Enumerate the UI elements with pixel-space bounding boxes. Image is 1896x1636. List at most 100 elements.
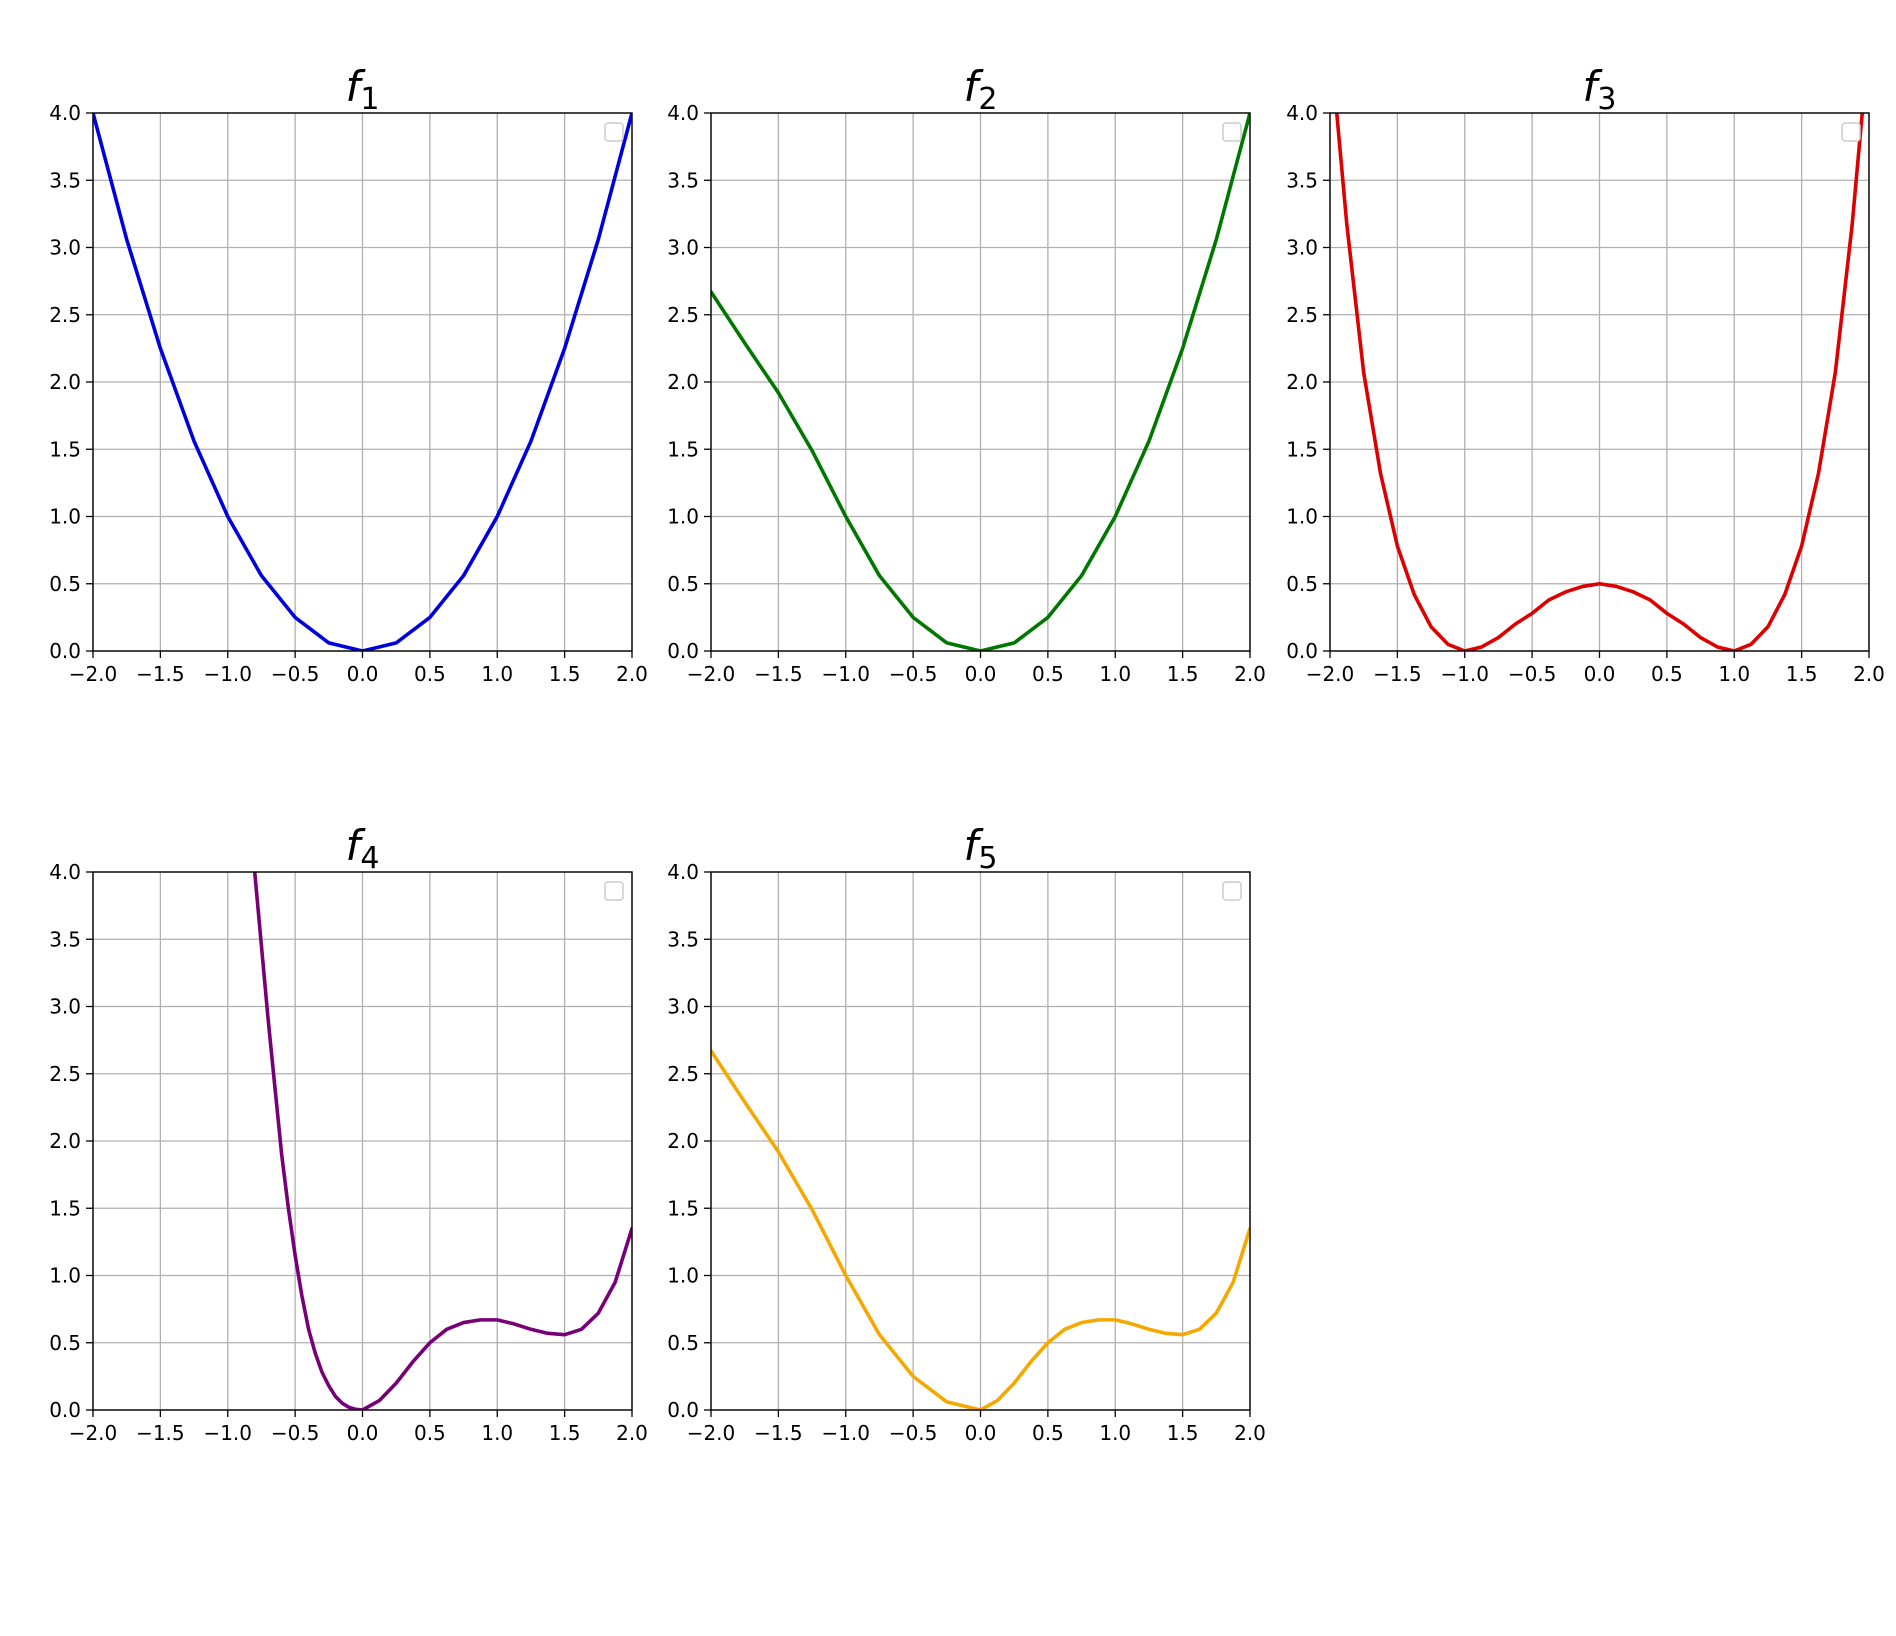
title-subscript: 4 [360, 841, 379, 876]
grid [710, 871, 1251, 1411]
x-axis: −2.0 −1.5 −1.0 −0.5 0.0 0.5 1.0 1.5 2.0 [69, 651, 648, 686]
x-axis: −2.0 −1.5 −1.0 −0.5 0.0 0.5 1.0 1.5 2.0 [69, 1410, 648, 1445]
x-tick-label: −2.0 [687, 1421, 736, 1445]
y-tick-label: 3.0 [49, 995, 81, 1019]
x-tick-label: 1.0 [1099, 662, 1131, 686]
x-tick-label: 0.5 [1032, 662, 1064, 686]
x-tick-label: −0.5 [889, 1421, 938, 1445]
x-tick-label: 2.0 [616, 1421, 648, 1445]
legend-box [1222, 122, 1242, 142]
subplot-title: f4 [346, 821, 380, 876]
y-tick-label: 1.5 [1286, 437, 1318, 461]
x-axis: −2.0 −1.5 −1.0 −0.5 0.0 0.5 1.0 1.5 2.0 [687, 651, 1266, 686]
y-tick-label: 4.0 [1286, 101, 1318, 125]
x-tick-label: −1.5 [136, 662, 185, 686]
x-tick-label: −2.0 [687, 662, 736, 686]
series-line [93, 113, 632, 651]
x-tick-label: 1.5 [1167, 1421, 1199, 1445]
series-line [252, 872, 632, 1410]
x-tick-label: 2.0 [616, 662, 648, 686]
x-tick-label: −2.0 [69, 662, 118, 686]
y-tick-label: 2.5 [49, 1062, 81, 1086]
y-tick-label: 0.0 [667, 639, 699, 663]
x-tick-label: −2.0 [1306, 662, 1355, 686]
y-tick-label: 3.0 [1286, 236, 1318, 260]
x-tick-label: 0.5 [1032, 1421, 1064, 1445]
y-tick-label: 1.5 [667, 437, 699, 461]
x-tick-label: 0.0 [347, 1421, 379, 1445]
y-tick-label: 2.5 [1286, 303, 1318, 327]
x-tick-label: 1.0 [481, 662, 513, 686]
subplot-title: f1 [346, 62, 380, 117]
x-tick-label: 0.5 [414, 662, 446, 686]
y-tick-label: 0.5 [1286, 572, 1318, 596]
y-tick-label: 3.0 [49, 236, 81, 260]
y-tick-label: 1.0 [49, 1264, 81, 1288]
y-axis: 0.0 0.5 1.0 1.5 2.0 2.5 3.0 3.5 4.0 [667, 101, 711, 663]
title-subscript: 5 [978, 841, 997, 876]
y-tick-label: 2.0 [667, 370, 699, 394]
series-line [711, 113, 1250, 651]
x-tick-label: 1.0 [1099, 1421, 1131, 1445]
subplot-3: −2.0 −1.5 −1.0 −0.5 0.0 0.5 1.0 1.5 2.0 0.0 0.5 1.0… [1286, 62, 1885, 686]
x-tick-label: 1.0 [481, 1421, 513, 1445]
x-tick-label: 0.0 [1584, 662, 1616, 686]
series-line [711, 1049, 1250, 1410]
subplot-2: −2.0 −1.5 −1.0 −0.5 0.0 0.5 1.0 1.5 2.0 0.0 0.5 1.0… [667, 62, 1266, 686]
x-tick-label: −1.5 [754, 662, 803, 686]
y-tick-label: 1.0 [667, 505, 699, 529]
x-tick-label: −0.5 [271, 1421, 320, 1445]
x-tick-label: 0.0 [965, 1421, 997, 1445]
y-tick-label: 0.0 [1286, 639, 1318, 663]
x-tick-label: 0.0 [347, 662, 379, 686]
y-tick-label: 3.5 [49, 927, 81, 951]
x-axis: −2.0 −1.5 −1.0 −0.5 0.0 0.5 1.0 1.5 2.0 [1306, 651, 1885, 686]
legend-box [1841, 122, 1861, 142]
y-tick-label: 0.5 [667, 1331, 699, 1355]
x-tick-label: −1.5 [1373, 662, 1422, 686]
y-tick-label: 3.5 [667, 927, 699, 951]
title-subscript: 2 [978, 82, 997, 117]
x-tick-label: −0.5 [889, 662, 938, 686]
y-tick-label: 2.0 [667, 1129, 699, 1153]
x-tick-label: 2.0 [1853, 662, 1885, 686]
series-line [1334, 113, 1865, 651]
y-tick-label: 0.0 [49, 639, 81, 663]
y-tick-label: 1.0 [1286, 505, 1318, 529]
grid [92, 871, 633, 1411]
x-tick-label: 0.0 [965, 662, 997, 686]
y-tick-label: 1.0 [49, 505, 81, 529]
subplot-4: −2.0 −1.5 −1.0 −0.5 0.0 0.5 1.0 1.5 2.0 0.0 0.5 1.0… [49, 821, 648, 1445]
title-subscript: 3 [1597, 82, 1616, 117]
y-tick-label: 1.5 [49, 1196, 81, 1220]
y-tick-label: 0.5 [667, 572, 699, 596]
y-tick-label: 1.5 [49, 437, 81, 461]
x-tick-label: −1.0 [821, 1421, 870, 1445]
y-tick-label: 4.0 [667, 860, 699, 884]
subplot-title: f3 [1583, 62, 1617, 117]
x-tick-label: 0.5 [1651, 662, 1683, 686]
y-tick-label: 3.0 [667, 236, 699, 260]
y-tick-label: 2.5 [667, 1062, 699, 1086]
y-tick-label: 2.0 [1286, 370, 1318, 394]
y-axis: 0.0 0.5 1.0 1.5 2.0 2.5 3.0 3.5 4.0 [49, 860, 93, 1422]
y-tick-label: 0.0 [667, 1398, 699, 1422]
y-axis: 0.0 0.5 1.0 1.5 2.0 2.5 3.0 3.5 4.0 [667, 860, 711, 1422]
x-tick-label: −1.0 [821, 662, 870, 686]
x-tick-label: 1.5 [1167, 662, 1199, 686]
legend-box [604, 122, 624, 142]
y-tick-label: 2.5 [667, 303, 699, 327]
x-tick-label: −1.0 [203, 1421, 252, 1445]
x-tick-label: 1.5 [549, 1421, 581, 1445]
y-tick-label: 4.0 [49, 101, 81, 125]
y-tick-label: 0.5 [49, 1331, 81, 1355]
x-tick-label: 1.0 [1718, 662, 1750, 686]
y-tick-label: 4.0 [49, 860, 81, 884]
grid [1329, 112, 1870, 652]
x-tick-label: 1.5 [1786, 662, 1818, 686]
x-tick-label: −1.5 [136, 1421, 185, 1445]
y-tick-label: 0.5 [49, 572, 81, 596]
y-tick-label: 1.5 [667, 1196, 699, 1220]
y-tick-label: 3.5 [1286, 168, 1318, 192]
